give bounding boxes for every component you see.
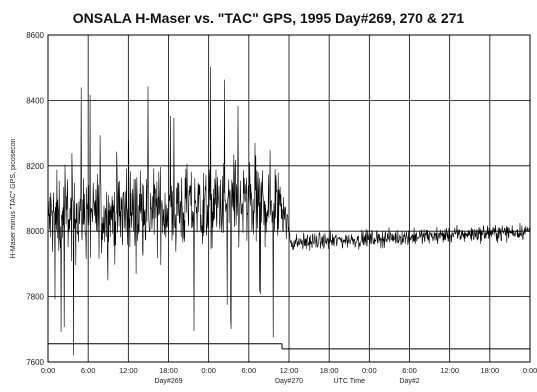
series-layer	[47, 66, 531, 356]
day-label: Day#269	[154, 378, 182, 385]
x-tick-label: 0:00	[201, 366, 216, 375]
x-tick-label: 0:00	[523, 366, 537, 375]
y-tick-label: 8600	[26, 31, 44, 40]
x-tick-label: 0:00	[41, 366, 56, 375]
x-tick-label: 12:00	[119, 366, 138, 375]
grid-layer	[47, 34, 531, 363]
x-tick-label: 18:00	[159, 366, 178, 375]
x-tick-label: 18:00	[480, 366, 499, 375]
y-tick-label: 7800	[26, 293, 44, 302]
y-tick-label: 7600	[26, 358, 44, 367]
x-tick-label: 6:00	[81, 366, 96, 375]
x-tick-label: 0:00	[362, 366, 377, 375]
y-axis-label: H-Maser minus "TAC" GPS, picosecon	[10, 138, 17, 258]
axis-layer: 7600 7800 8000 8200 8400 8600 0:00 6:00 12:00 18:…	[10, 31, 537, 385]
y-tick-label: 8400	[26, 96, 44, 105]
y-tick-label: 8200	[26, 162, 44, 171]
y-tick-label: 8000	[26, 227, 44, 236]
day-label: Day#2	[399, 378, 419, 385]
day-label: Day#270	[275, 378, 303, 385]
x-axis-label: UTC Time	[334, 378, 366, 385]
x-tick-label: 6:00	[402, 366, 417, 375]
series-line	[47, 66, 531, 356]
x-tick-label: 18:00	[320, 366, 339, 375]
x-tick-label: 6:00	[242, 366, 257, 375]
x-tick-label: 12:00	[280, 366, 299, 375]
chart-title: ONSALA H-Maser vs. "TAC" GPS, 1995 Day#2…	[72, 10, 465, 26]
x-tick-label: 12:00	[440, 366, 459, 375]
